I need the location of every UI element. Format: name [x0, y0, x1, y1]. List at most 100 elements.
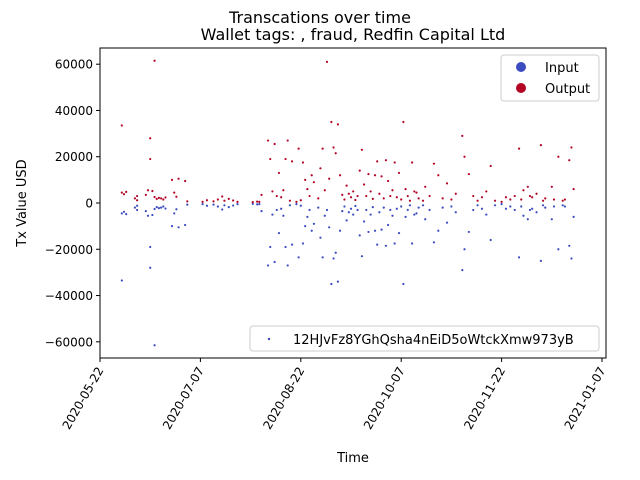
output-point — [175, 195, 178, 198]
input-point — [277, 231, 281, 235]
output-point — [572, 188, 575, 191]
output-point — [489, 164, 492, 168]
output-point — [312, 181, 315, 184]
x-tick-label: 2020-10-07 — [361, 365, 408, 432]
input-point — [120, 279, 123, 282]
input-point — [155, 206, 158, 209]
input-point — [467, 230, 470, 234]
input-point — [476, 204, 479, 207]
output-point — [153, 195, 156, 199]
output-point — [467, 172, 470, 176]
input-point — [391, 214, 394, 217]
output-point — [384, 159, 388, 162]
output-point — [476, 199, 479, 202]
input-point — [517, 256, 521, 259]
output-point — [387, 179, 390, 183]
x-tick-label: 2020-08-22 — [260, 365, 307, 432]
output-point — [421, 199, 425, 202]
output-point — [380, 175, 383, 178]
input-point — [125, 213, 128, 216]
output-point — [563, 198, 567, 201]
input-point — [173, 212, 176, 215]
input-point — [258, 203, 261, 206]
output-point — [155, 197, 158, 200]
x-axis: 2020-05-22 2020-07-07 2020-08-22 2020-10-07… — [60, 358, 609, 432]
input-point — [568, 244, 571, 247]
input-point — [378, 211, 381, 214]
input-point — [157, 206, 161, 210]
output-point — [408, 199, 412, 202]
output-point — [520, 198, 523, 201]
y-tick-label: −40000 — [45, 289, 93, 303]
input-point — [175, 208, 178, 211]
input-point — [472, 208, 475, 212]
input-point — [421, 204, 425, 207]
input-point — [304, 225, 307, 228]
input-point — [461, 268, 464, 272]
output-point — [256, 200, 259, 203]
output-point — [323, 189, 326, 192]
output-point — [541, 199, 545, 202]
legend-output-marker — [516, 83, 526, 93]
output-point — [330, 120, 333, 124]
input-point — [221, 208, 224, 211]
input-point — [256, 203, 259, 206]
output-point — [317, 197, 320, 200]
output-point — [133, 197, 137, 200]
input-point — [164, 207, 167, 210]
output-point — [382, 197, 385, 200]
input-point — [186, 203, 189, 206]
output-point — [371, 197, 374, 200]
input-point — [387, 223, 390, 227]
output-point — [417, 197, 420, 200]
output-point — [526, 185, 529, 188]
input-point — [308, 208, 311, 212]
input-point — [306, 215, 309, 218]
output-point — [463, 155, 466, 158]
legend-address-label: 12HJvFz8YGhQsha4nEiD5oWtckXmw973yB — [293, 333, 574, 348]
output-point — [336, 123, 339, 126]
input-point — [170, 225, 174, 228]
output-point — [297, 147, 300, 150]
input-point — [151, 213, 154, 217]
output-point — [275, 194, 278, 198]
input-point — [500, 203, 503, 206]
output-point — [450, 198, 453, 201]
output-point — [360, 148, 364, 151]
input-point — [380, 228, 383, 231]
input-point — [319, 236, 322, 239]
legend-bottom: 12HJvFz8YGhQsha4nEiD5oWtckXmw973yB — [249, 325, 600, 352]
input-point — [557, 248, 560, 251]
output-point — [173, 191, 176, 194]
output-point — [149, 137, 152, 140]
input-point — [411, 242, 414, 245]
output-point — [354, 198, 357, 202]
output-point — [509, 198, 512, 201]
output-point — [328, 177, 331, 180]
input-point — [415, 212, 418, 215]
input-point — [493, 204, 497, 207]
input-point — [286, 264, 289, 267]
output-point — [290, 160, 294, 163]
output-point — [428, 194, 431, 198]
input-point — [343, 205, 346, 208]
input-point — [347, 211, 350, 214]
input-point — [522, 214, 525, 217]
output-point — [570, 146, 573, 149]
output-point — [170, 178, 174, 181]
output-point — [177, 177, 180, 180]
output-point — [251, 200, 254, 204]
output-point — [513, 194, 516, 198]
output-point — [277, 171, 281, 175]
input-point — [395, 207, 398, 210]
input-point — [413, 213, 416, 216]
input-point — [541, 204, 545, 207]
input-point — [223, 204, 226, 207]
input-point — [328, 226, 331, 229]
input-point — [367, 230, 370, 234]
output-point — [561, 199, 564, 202]
input-point — [341, 210, 344, 213]
input-point — [136, 208, 139, 212]
input-point — [356, 208, 359, 212]
y-tick-label: −60000 — [45, 335, 93, 349]
